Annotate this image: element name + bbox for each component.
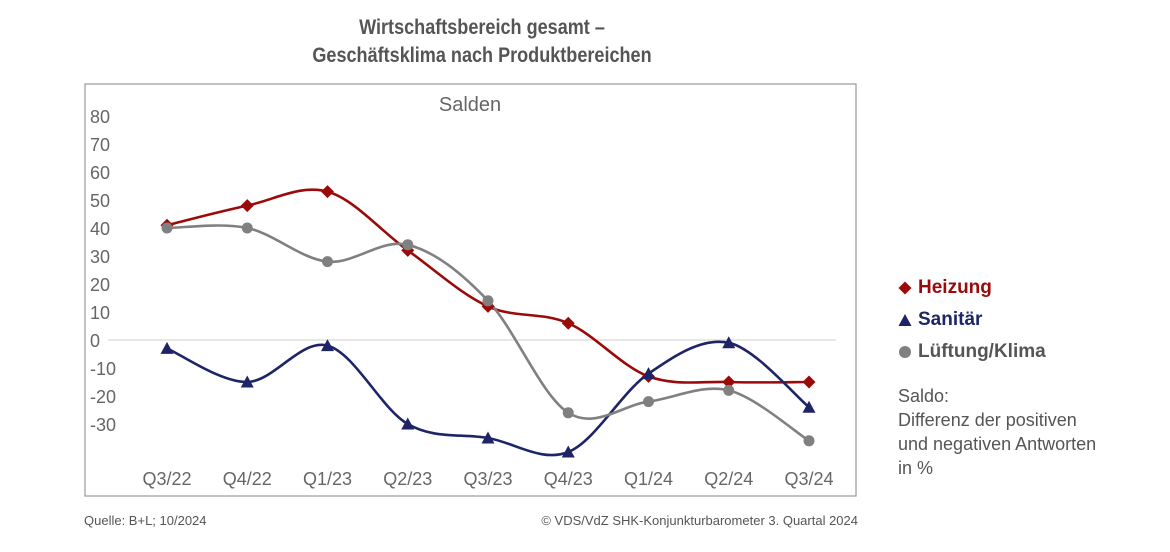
x-tick-label: Q2/23	[383, 469, 432, 489]
data-point-sanitaer	[561, 445, 575, 458]
note-line-3: und negativen Antworten	[898, 434, 1097, 454]
legend-item-heizung: Heizung	[898, 272, 1046, 304]
legend: Heizung Sanitär Lüftung/Klima	[898, 272, 1046, 368]
x-tick-label: Q4/22	[223, 469, 272, 489]
data-point-sanitaer	[802, 400, 816, 413]
series-line-lueftung-klima	[165, 224, 811, 443]
series-markers	[160, 185, 816, 458]
title-line-2: Geschäftsklima nach Produktbereichen	[312, 44, 652, 67]
note-line-2: Differenz der positiven	[898, 410, 1077, 430]
y-tick-label: 10	[90, 303, 110, 323]
x-axis: Q3/22 Q4/22 Q1/23 Q2/23 Q3/23 Q4/23 Q1/24 Q2/24…	[142, 469, 833, 489]
x-tick-label: Q1/24	[624, 469, 673, 489]
copyright-text: © VDS/VdZ SHK-Konjunkturbarometer 3. Qua…	[541, 513, 858, 528]
y-tick-label: -20	[90, 387, 116, 407]
y-tick-label: 0	[90, 331, 100, 351]
data-point-lueftung-klima	[322, 256, 333, 268]
data-point-sanitaer	[321, 339, 334, 352]
x-tick-label: Q1/23	[303, 469, 352, 489]
x-tick-label: Q3/22	[142, 469, 191, 489]
y-axis: 80 70 60 50 40 30 20 10 0 -10 -20 -30	[90, 107, 836, 435]
legend-label-lueftung-klima: Lüftung/Klima	[918, 341, 1046, 362]
series-lines	[165, 188, 811, 457]
x-tick-label: Q4/23	[544, 469, 593, 489]
data-point-lueftung-klima	[643, 396, 654, 408]
y-tick-label: 30	[90, 247, 110, 267]
data-point-heizung	[722, 375, 736, 389]
x-tick-label: Q3/23	[463, 469, 512, 489]
data-point-sanitaer	[240, 375, 254, 388]
series-line-heizung	[165, 188, 811, 384]
data-point-sanitaer	[722, 336, 736, 349]
data-point-lueftung-klima	[241, 222, 253, 234]
data-point-lueftung-klima	[161, 222, 173, 234]
saldo-note: Saldo: Differenz der positiven und negat…	[898, 384, 1096, 480]
title-line-1: Wirtschaftsbereich gesamt –	[359, 16, 605, 39]
legend-item-sanitaer: Sanitär	[898, 304, 1046, 336]
data-point-lueftung-klima	[482, 295, 494, 307]
y-tick-label: 20	[90, 275, 110, 295]
chart-subtitle: Salden	[439, 94, 501, 116]
x-tick-label: Q2/24	[704, 469, 753, 489]
y-tick-label: 40	[90, 219, 110, 239]
data-point-sanitaer	[481, 431, 495, 444]
triangle-icon	[898, 313, 918, 327]
legend-item-lueftung-klima: Lüftung/Klima	[898, 336, 1046, 368]
y-tick-label: 80	[90, 107, 110, 127]
data-point-sanitaer	[642, 367, 655, 380]
source-text: Quelle: B+L; 10/2024	[84, 513, 207, 528]
note-line-1: Saldo:	[898, 386, 950, 406]
data-point-lueftung-klima	[723, 384, 735, 396]
data-point-heizung	[561, 316, 575, 330]
data-point-sanitaer	[401, 417, 415, 430]
data-point-sanitaer	[160, 341, 174, 354]
y-tick-label: -10	[90, 359, 116, 379]
y-tick-label: 50	[90, 191, 110, 211]
diamond-icon	[898, 281, 918, 295]
data-point-heizung	[321, 185, 334, 199]
y-tick-label: 60	[90, 163, 110, 183]
data-point-lueftung-klima	[402, 239, 414, 251]
plot-frame	[84, 83, 857, 497]
y-tick-label: -30	[90, 415, 116, 435]
data-point-heizung	[240, 199, 254, 213]
chart-title: Wirtschaftsbereich gesamt – Geschäftskli…	[67, 14, 896, 70]
data-point-heizung	[802, 375, 816, 389]
data-point-lueftung-klima	[562, 407, 574, 419]
note-line-4: in %	[898, 458, 934, 478]
circle-icon	[898, 345, 918, 359]
data-point-lueftung-klima	[803, 435, 815, 447]
y-tick-label: 70	[90, 135, 110, 155]
legend-label-sanitaer: Sanitär	[918, 309, 983, 330]
x-tick-label: Q3/24	[784, 469, 833, 489]
legend-label-heizung: Heizung	[918, 277, 992, 298]
